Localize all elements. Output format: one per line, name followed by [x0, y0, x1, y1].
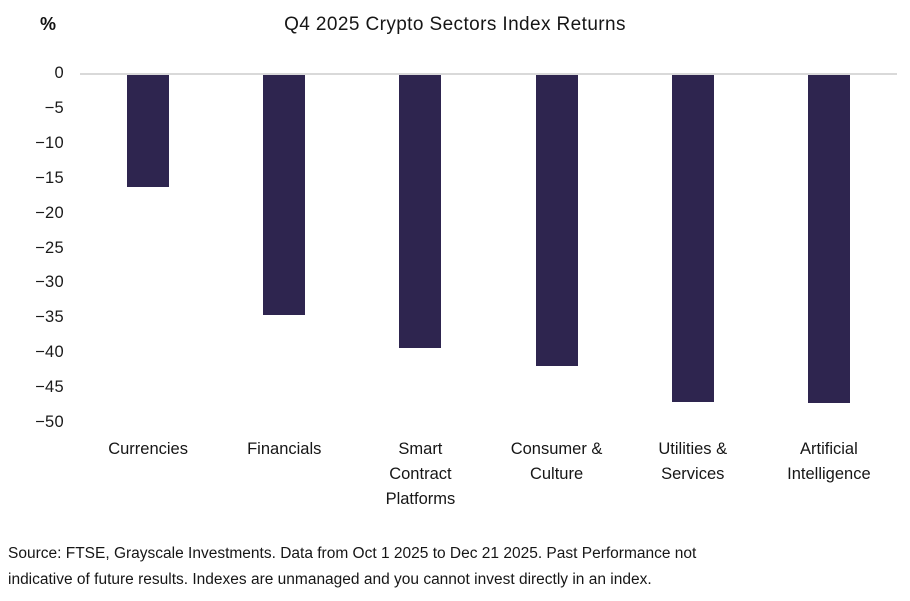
bar-artificial-intelligence: [807, 75, 850, 403]
y-axis-tick-label: −35: [35, 308, 64, 327]
bar-financials: [263, 75, 306, 315]
y-axis-tick-label: −45: [35, 378, 64, 397]
x-axis-category-label: Smart Contract Platforms: [385, 440, 456, 508]
zero-gridline: [80, 73, 897, 75]
x-axis-category-label: Financials: [247, 440, 322, 458]
y-axis-tick-label: −50: [35, 413, 64, 432]
source-note: Source: FTSE, Grayscale Investments. Dat…: [8, 541, 696, 593]
y-axis-tick-label: −30: [35, 273, 64, 292]
y-axis-tick-label: −40: [35, 343, 64, 362]
y-axis-tick-label: −15: [35, 168, 64, 187]
x-axis-category-label: Consumer & Culture: [510, 440, 603, 483]
y-axis-tick-label: 0: [54, 64, 64, 83]
y-axis-tick-label: −10: [35, 133, 64, 152]
bar-smart-contract-platforms: [399, 75, 442, 349]
y-axis-tick-label: −5: [44, 99, 64, 118]
chart-title: Q4 2025 Crypto Sectors Index Returns: [284, 14, 626, 35]
x-axis-category-label: Utilities & Services: [658, 440, 728, 483]
y-axis-tick-label: −25: [35, 238, 64, 257]
x-axis-category-label: Artificial Intelligence: [787, 440, 871, 483]
x-axis-category-label: Currencies: [108, 440, 188, 458]
y-axis-tick-label: −20: [35, 203, 64, 222]
source-note-line-1: Source: FTSE, Grayscale Investments. Dat…: [8, 545, 697, 562]
bar-currencies: [127, 75, 170, 188]
y-axis-unit-label: %: [40, 14, 57, 34]
bar-utilities-services: [671, 75, 714, 403]
bar-consumer-culture: [535, 75, 578, 366]
source-note-line-2: indicative of future results. Indexes ar…: [8, 571, 652, 588]
